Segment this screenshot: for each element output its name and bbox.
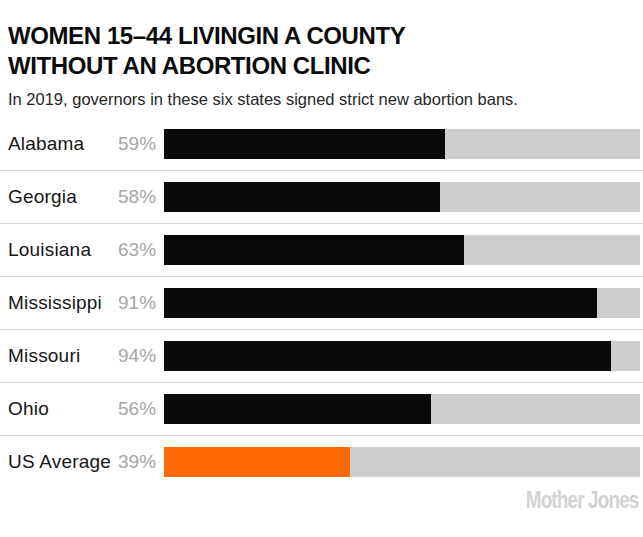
chart-row-alabama: Alabama 59% (0, 118, 643, 171)
bar-track (164, 129, 640, 159)
bar-track (164, 235, 640, 265)
bar-fill (164, 447, 350, 477)
chart-row-ohio: Ohio 56% (0, 383, 643, 436)
value-label: 91% (118, 292, 156, 314)
chart-subtitle: In 2019, governors in these six states s… (8, 89, 635, 109)
mother-jones-logo: Mother Jones (526, 487, 639, 514)
chart-row-us-average: US Average 39% (0, 436, 643, 488)
chart-title-line2: WITHOUT AN ABORTION CLINIC (8, 51, 635, 81)
bar-fill (164, 129, 445, 159)
chart-row-louisiana: Louisiana 63% (0, 224, 643, 277)
value-label: 59% (118, 133, 156, 155)
bar-fill (164, 341, 611, 371)
bar-fill (164, 235, 464, 265)
chart-row-mississippi: Mississippi 91% (0, 277, 643, 330)
chart-row-georgia: Georgia 58% (0, 171, 643, 224)
state-label: Georgia (0, 186, 118, 208)
bar-fill (164, 182, 440, 212)
chart-row-missouri: Missouri 94% (0, 330, 643, 383)
chart-title-line1: WOMEN 15–44 LIVINGIN A COUNTY (8, 21, 635, 51)
value-label: 58% (118, 186, 156, 208)
state-label: Mississippi (0, 292, 118, 314)
bar-track (164, 394, 640, 424)
bar-chart: Alabama 59% Georgia 58% Louisiana 63% Mi… (0, 118, 643, 488)
bar-fill (164, 394, 431, 424)
state-label: Ohio (0, 398, 118, 420)
chart-title: WOMEN 15–44 LIVINGIN A COUNTY WITHOUT AN… (8, 21, 635, 81)
state-label: Missouri (0, 345, 118, 367)
state-label: US Average (0, 451, 118, 473)
state-label: Louisiana (0, 239, 118, 261)
bar-fill (164, 288, 597, 318)
bar-track (164, 182, 640, 212)
bar-track (164, 447, 640, 477)
bar-track (164, 341, 640, 371)
state-label: Alabama (0, 133, 118, 155)
bar-track (164, 288, 640, 318)
chart-header: WOMEN 15–44 LIVINGIN A COUNTY WITHOUT AN… (0, 0, 643, 109)
value-label: 56% (118, 398, 156, 420)
value-label: 94% (118, 345, 156, 367)
value-label: 63% (118, 239, 156, 261)
chart-card: WOMEN 15–44 LIVINGIN A COUNTY WITHOUT AN… (0, 0, 643, 537)
value-label: 39% (118, 451, 156, 473)
